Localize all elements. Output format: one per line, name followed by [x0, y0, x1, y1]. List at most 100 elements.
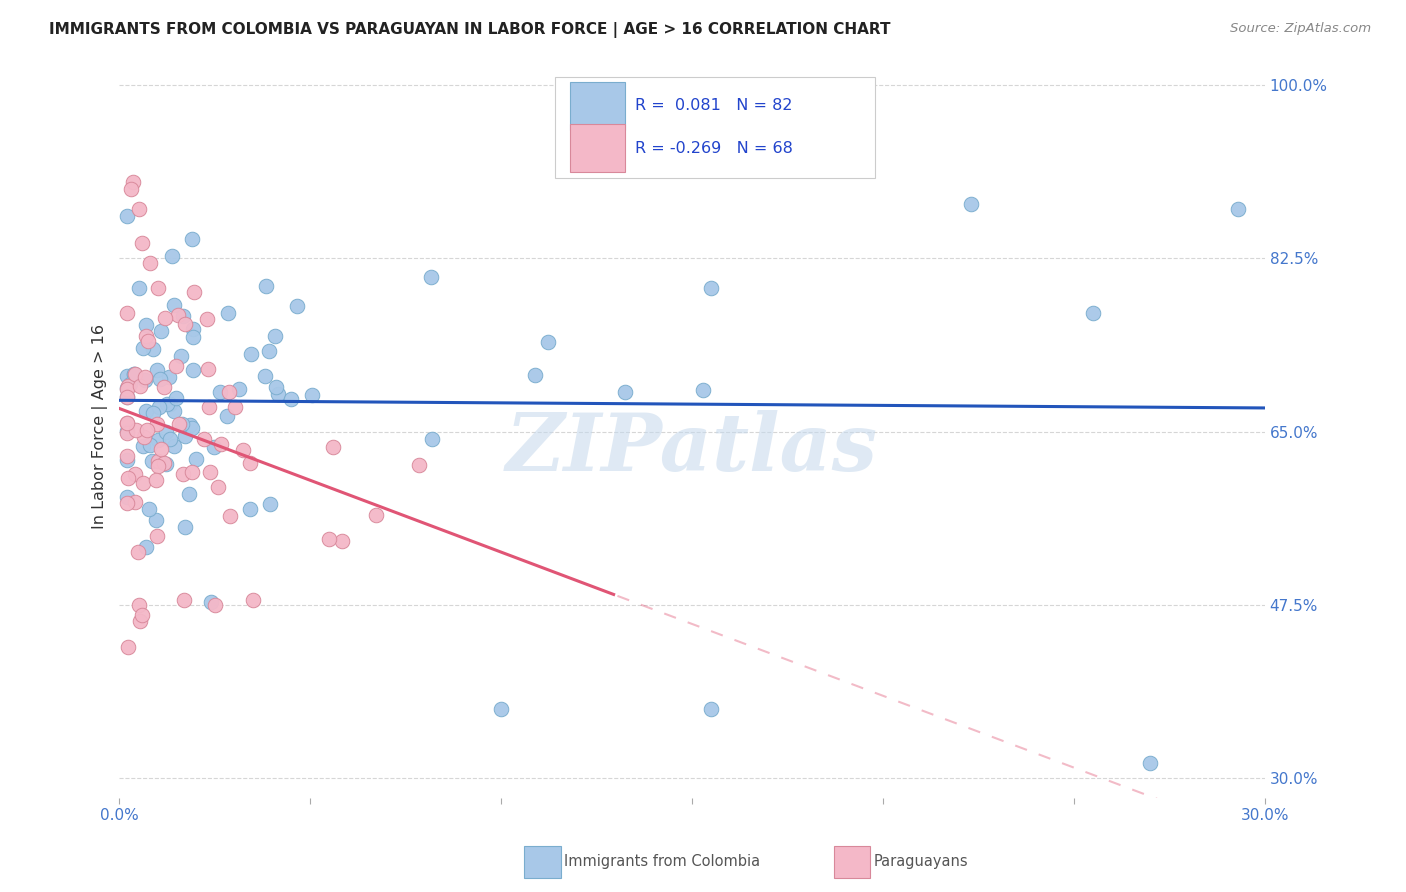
Point	[157, 370, 180, 384]
Point	[146, 433, 169, 447]
Point	[254, 279, 277, 293]
Point	[134, 373, 156, 387]
Text: R =  0.081   N = 82: R = 0.081 N = 82	[636, 98, 793, 113]
Point	[1139, 756, 1161, 771]
Point	[238, 501, 260, 516]
Text: R = -0.269   N = 68: R = -0.269 N = 68	[636, 141, 793, 155]
Point	[700, 281, 723, 295]
Point	[160, 249, 183, 263]
Point	[125, 424, 148, 438]
Point	[172, 467, 194, 481]
Point	[155, 425, 177, 440]
Point	[200, 595, 222, 609]
Point	[240, 346, 263, 360]
Point	[366, 508, 388, 522]
Point	[224, 400, 246, 414]
Point	[129, 615, 152, 629]
Point	[115, 382, 138, 396]
Text: Source: ZipAtlas.com: Source: ZipAtlas.com	[1230, 22, 1371, 36]
Point	[115, 426, 138, 441]
Point	[132, 476, 155, 491]
Point	[259, 497, 281, 511]
Point	[145, 363, 167, 377]
Point	[156, 397, 179, 411]
Point	[135, 329, 157, 343]
Point	[207, 480, 229, 494]
Point	[148, 458, 170, 473]
Point	[232, 443, 254, 458]
Point	[173, 317, 195, 331]
Point	[136, 334, 159, 349]
Point	[217, 306, 239, 320]
Point	[118, 376, 141, 391]
Point	[131, 607, 153, 622]
Point	[167, 417, 190, 432]
Point	[135, 424, 157, 438]
Point	[115, 209, 138, 223]
Point	[155, 457, 177, 471]
Point	[122, 367, 145, 381]
Point	[280, 392, 302, 407]
Point	[700, 702, 723, 716]
Point	[330, 533, 353, 548]
Point	[408, 458, 430, 472]
Point	[142, 343, 165, 357]
Point	[174, 520, 197, 534]
Point	[115, 416, 138, 430]
Point	[228, 382, 250, 396]
Point	[420, 270, 443, 285]
Point	[115, 496, 138, 510]
Point	[181, 330, 204, 344]
Point	[202, 440, 225, 454]
Point	[172, 309, 194, 323]
Text: ZIPatlas: ZIPatlas	[506, 410, 879, 488]
Point	[121, 176, 143, 190]
Point	[145, 417, 167, 431]
Point	[132, 430, 155, 444]
Point	[614, 385, 637, 400]
Point	[173, 429, 195, 443]
Point	[267, 387, 290, 401]
Point	[131, 236, 153, 251]
Point	[115, 424, 138, 438]
Point	[115, 369, 138, 384]
Point	[124, 467, 146, 481]
Point	[124, 367, 146, 381]
Point	[491, 702, 513, 716]
Point	[960, 196, 983, 211]
Point	[145, 473, 167, 487]
Point	[145, 513, 167, 527]
Point	[132, 439, 155, 453]
Point	[264, 380, 287, 394]
Point	[165, 391, 187, 405]
Point	[149, 372, 172, 386]
Point	[181, 232, 204, 246]
Point	[204, 598, 226, 612]
Point	[183, 363, 205, 377]
Point	[146, 454, 169, 468]
Point	[181, 465, 204, 479]
Point	[115, 306, 138, 320]
Point	[117, 471, 139, 485]
Point	[219, 509, 242, 524]
Point	[115, 390, 138, 404]
Point	[170, 417, 193, 431]
Point	[115, 416, 138, 430]
Point	[179, 417, 201, 432]
Point	[217, 409, 239, 423]
FancyBboxPatch shape	[569, 124, 624, 172]
Point	[159, 397, 181, 411]
Point	[148, 401, 170, 415]
Point	[193, 432, 215, 446]
Point	[135, 540, 157, 554]
Point	[138, 502, 160, 516]
Point	[146, 529, 169, 543]
Point	[197, 362, 219, 376]
Text: IMMIGRANTS FROM COLOMBIA VS PARAGUAYAN IN LABOR FORCE | AGE > 16 CORRELATION CHA: IMMIGRANTS FROM COLOMBIA VS PARAGUAYAN I…	[49, 22, 891, 38]
Point	[692, 383, 714, 397]
Point	[139, 256, 162, 270]
Point	[115, 453, 138, 467]
Text: Paraguayans: Paraguayans	[873, 855, 967, 869]
Point	[167, 308, 190, 322]
Point	[159, 432, 181, 446]
